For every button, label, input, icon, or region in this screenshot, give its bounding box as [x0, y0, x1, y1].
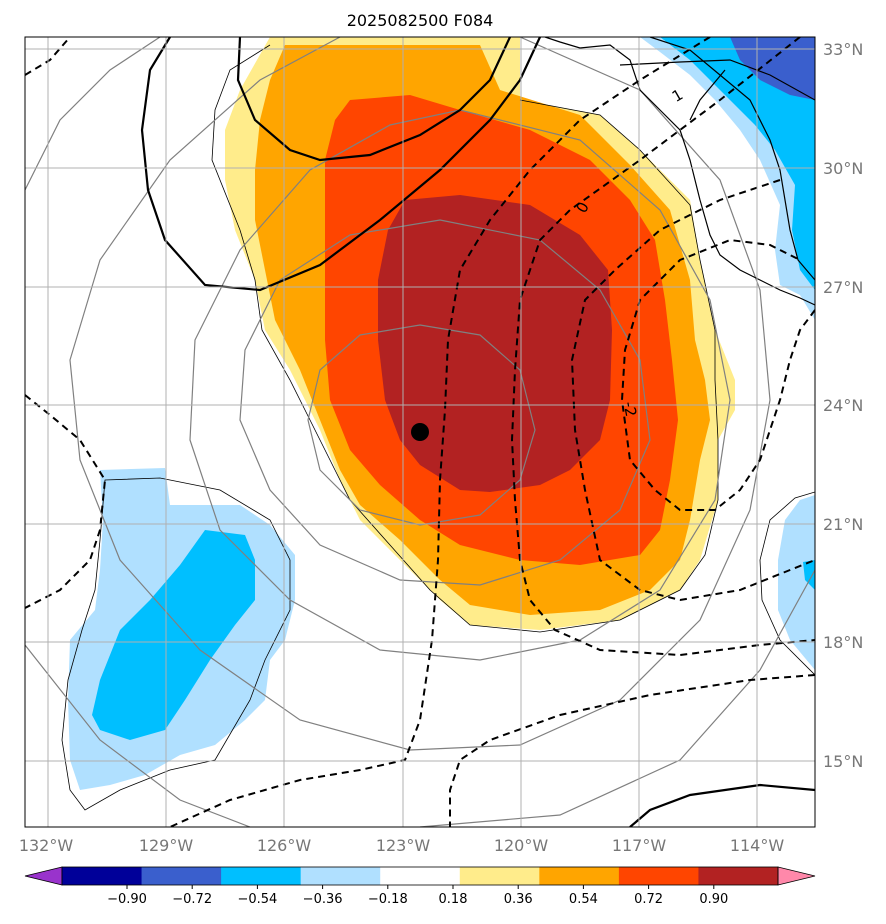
- lat-tick: 30°N: [823, 159, 863, 178]
- colorbar-extend-low: [24, 866, 63, 886]
- thin-outline-neg-east: [759, 491, 815, 676]
- colorbar-segment: [62, 867, 143, 885]
- black-dashed-contours: [25, 37, 815, 827]
- lon-tick: 129°W: [139, 836, 194, 855]
- lon-tick: 123°W: [376, 836, 431, 855]
- map-frame: [24, 36, 816, 828]
- colorbar-tick-label: −0.18: [368, 892, 408, 907]
- lon-tick: 132°W: [19, 836, 74, 855]
- colorbar-segment: [698, 867, 779, 885]
- colorbar-segment: [380, 867, 461, 885]
- shade-neg-0.36-ne: [660, 37, 815, 290]
- gridlines: [25, 37, 815, 827]
- colorbar: −0.90 −0.72 −0.54 −0.36 −0.18 0.18 0.36 0.54 0.7…: [24, 866, 816, 907]
- storm-center-marker: [411, 423, 429, 441]
- colorbar-tick-label: −0.36: [303, 892, 343, 907]
- colorbar-tick-label: 0.18: [439, 892, 468, 907]
- shade-neg-0.36-east: [803, 560, 815, 590]
- colorbar-tick-label: 0.54: [569, 892, 598, 907]
- colorbar-segment: [459, 867, 540, 885]
- black-solid-contours: [140, 37, 815, 827]
- colorbar-tick-label: −0.72: [172, 892, 212, 907]
- plot-area: 1 0 -2: [25, 37, 815, 827]
- lon-tick: 120°W: [494, 836, 549, 855]
- thin-outline-neg-west: [61, 477, 291, 811]
- lat-tick: 18°N: [823, 633, 863, 652]
- colorbar-tick-label: 0.90: [699, 892, 728, 907]
- border-line: [619, 59, 815, 101]
- colorbar-segment: [300, 867, 381, 885]
- lat-tick: 33°N: [823, 40, 863, 59]
- shade-neg-0.18-east: [778, 495, 815, 670]
- lat-tick: 24°N: [823, 396, 863, 415]
- lon-tick: 126°W: [257, 836, 312, 855]
- colorbar-tick-label: 0.72: [634, 892, 663, 907]
- border-line-2: [689, 69, 726, 121]
- coastline-2: [649, 37, 815, 281]
- colorbar-segment: [618, 867, 699, 885]
- shade-0.72: [378, 195, 612, 492]
- colorbar-segment: [539, 867, 620, 885]
- thin-outline-pos: [211, 44, 719, 633]
- lat-tick: 21°N: [823, 515, 863, 534]
- coastline: [544, 37, 815, 306]
- lat-tick: 15°N: [823, 752, 863, 771]
- lon-tick-labels: 132°W 129°W 126°W 123°W 120°W 117°W 114°…: [19, 836, 785, 855]
- colorbar-segment: [141, 867, 222, 885]
- colorbar-segment: [221, 867, 302, 885]
- colorbar-extend-high: [777, 866, 816, 886]
- map-title: 2025082500 F084: [347, 11, 494, 30]
- colorbar-tick-label: −0.54: [237, 892, 277, 907]
- lat-tick: 27°N: [823, 278, 863, 297]
- contour-label-neg2: -2: [620, 400, 640, 418]
- lon-tick: 117°W: [612, 836, 667, 855]
- lat-tick-labels: 33°N 30°N 27°N 24°N 21°N 18°N 15°N: [823, 40, 863, 771]
- lon-tick: 114°W: [730, 836, 785, 855]
- colorbar-tick-label: −0.90: [107, 892, 147, 907]
- shade-neg-0.54-ne: [730, 37, 815, 100]
- shade-neg-0.36-west: [92, 530, 255, 740]
- colorbar-tick-label: 0.36: [504, 892, 533, 907]
